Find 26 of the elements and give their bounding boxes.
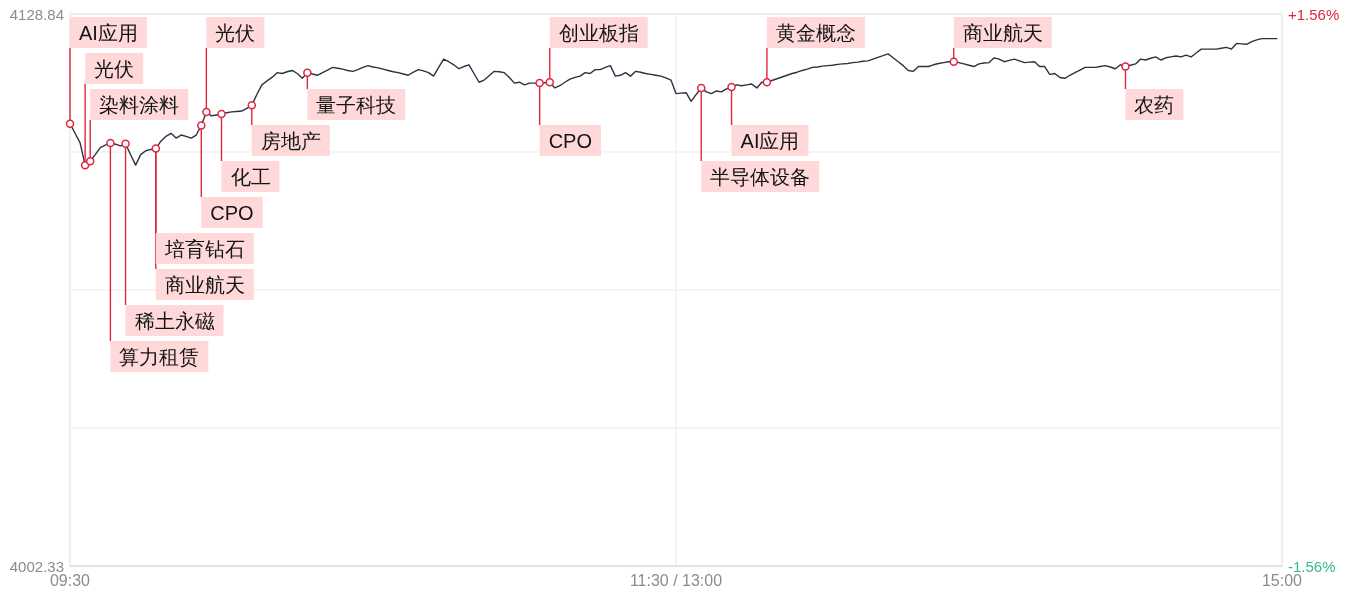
- value-label: 农药: [1134, 93, 1175, 116]
- x-tick-label: 11:30 / 13:00: [629, 572, 723, 590]
- value-label: 培育钻石: [164, 237, 245, 260]
- value-label: 黄金概念: [775, 21, 856, 44]
- value-label: 光伏: [215, 21, 256, 44]
- x-tick-label: 09:30: [50, 572, 90, 590]
- y2-tick-label: +1.56%: [1288, 5, 1340, 23]
- value-label: 染料涂料: [99, 93, 180, 116]
- value-label: 创业板指: [558, 21, 639, 44]
- y-tick-label: 4002.33: [9, 557, 64, 575]
- y2-tick-label: -1.56%: [1288, 557, 1336, 575]
- value-label: 量子科技: [316, 93, 397, 116]
- value-label: 化工: [230, 165, 271, 188]
- value-label: AI应用: [79, 21, 138, 44]
- y-tick-label: 4128.84: [9, 5, 64, 23]
- x-tick-label: 15:00: [1262, 572, 1302, 590]
- value-label: CPO: [210, 201, 254, 224]
- value-label: 商业航天: [962, 21, 1043, 44]
- value-label: CPO: [548, 129, 592, 152]
- value-label: 光伏: [94, 57, 135, 80]
- value-label: 房地产: [260, 129, 321, 152]
- value-label: 半导体设备: [710, 165, 811, 188]
- value-label: 算力租赁: [119, 345, 200, 368]
- value-label: AI应用: [740, 129, 800, 152]
- value-label: 商业航天: [164, 273, 245, 296]
- value-label: 稀土永磁: [134, 309, 215, 332]
